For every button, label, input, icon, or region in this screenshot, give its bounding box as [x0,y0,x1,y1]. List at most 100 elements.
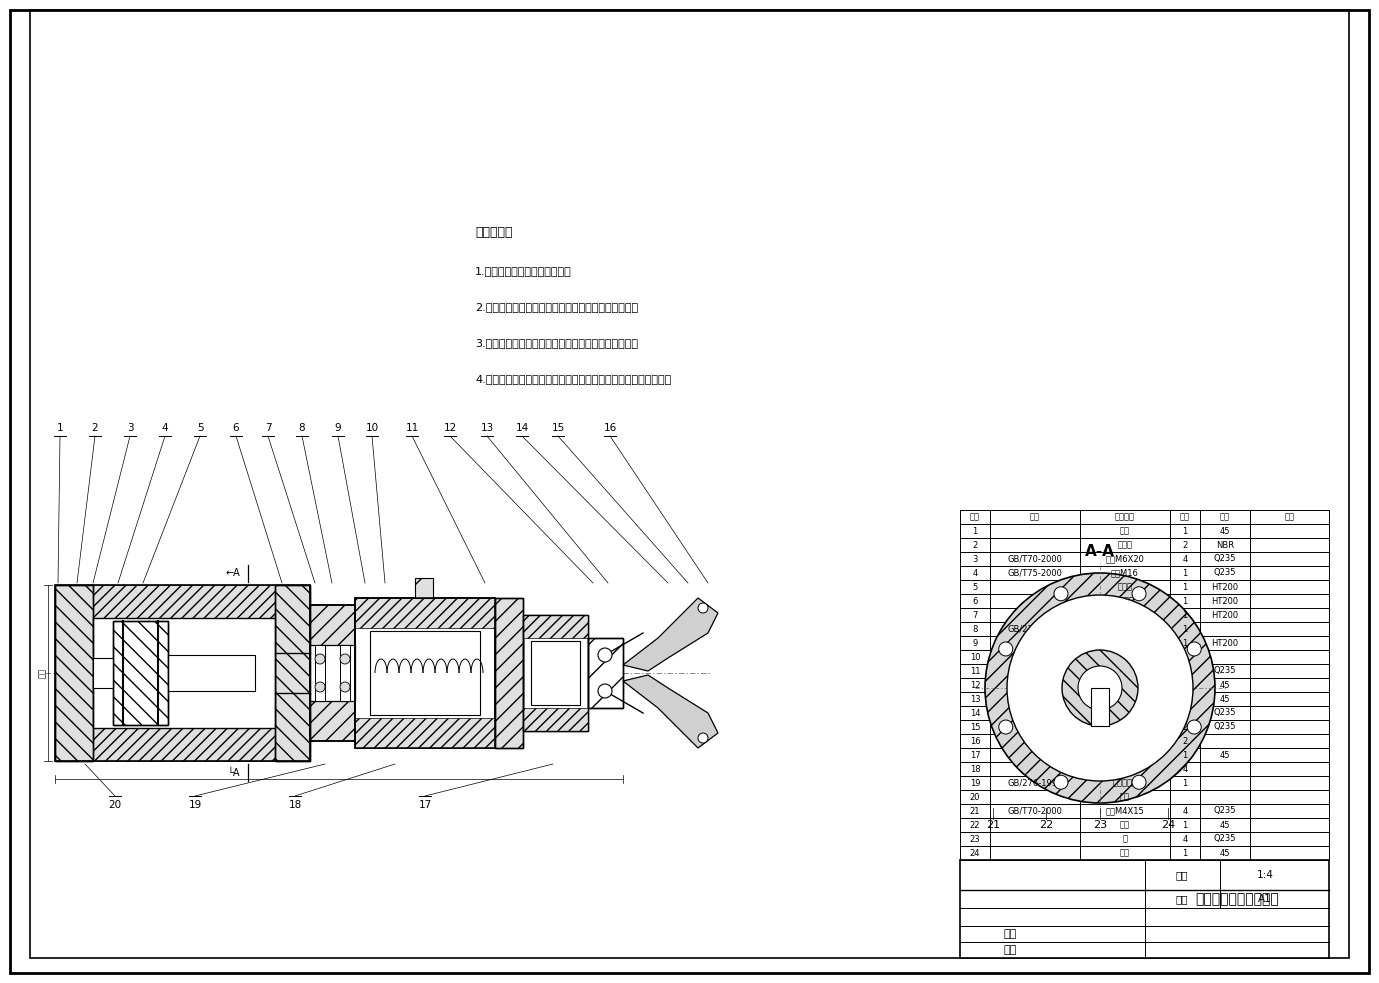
Text: 1: 1 [1182,779,1187,787]
Text: 45: 45 [1220,750,1230,760]
Text: 5: 5 [972,583,978,592]
Bar [310,645,354,701]
Text: 1: 1 [1182,750,1187,760]
Text: 4: 4 [972,568,978,577]
Text: 20: 20 [109,800,121,810]
Bar [310,605,354,741]
Bar [55,728,310,761]
Text: 2: 2 [1182,541,1187,549]
Circle shape [598,684,612,698]
Text: 45: 45 [1220,680,1230,689]
Bar [55,585,92,761]
Text: 8: 8 [972,624,978,633]
Text: 油缸盖: 油缸盖 [1117,583,1132,592]
Circle shape [341,654,350,664]
Circle shape [1062,650,1138,726]
Text: 活塞: 活塞 [1120,527,1129,536]
Bar [354,598,495,748]
Bar [92,618,274,728]
Text: 4: 4 [161,423,168,433]
Text: 19: 19 [969,779,980,787]
Text: 24: 24 [1161,820,1175,830]
Text: GB/276-1994: GB/276-1994 [1008,624,1063,633]
Text: 螺钉M4X15: 螺钉M4X15 [1106,806,1145,816]
Text: 制图: 制图 [1004,945,1016,955]
Text: 盖盖: 盖盖 [1120,653,1129,662]
Polygon shape [623,675,718,748]
Text: 手腕壳体: 手腕壳体 [1116,723,1135,731]
Text: 4: 4 [1182,806,1187,816]
Text: 7: 7 [972,610,978,619]
Text: 1: 1 [57,423,63,433]
Text: 1: 1 [1182,666,1187,675]
Text: 4: 4 [1182,765,1187,774]
Text: 2: 2 [1182,736,1187,745]
Text: 8: 8 [299,423,305,433]
Text: 戟片: 戟片 [1120,848,1129,857]
Text: ←A: ←A [225,568,240,578]
Text: Q235: Q235 [1214,835,1236,843]
Text: 4.各所有的具有相对运动的零件必须进行预滑动，保证不会卡住。: 4.各所有的具有相对运动的零件必须进行预滑动，保证不会卡住。 [474,374,672,384]
Text: 3: 3 [127,423,134,433]
Circle shape [998,720,1012,734]
Circle shape [1187,720,1201,734]
Text: 螺钉M6X20: 螺钉M6X20 [1106,554,1145,563]
Bar [370,631,480,715]
Text: 图号: 图号 [1176,894,1189,904]
Circle shape [314,682,325,692]
Text: └A: └A [228,768,240,778]
Bar [55,585,92,761]
Text: 5: 5 [197,423,203,433]
Text: 17: 17 [418,800,432,810]
Bar [113,621,168,725]
Text: 摆杆: 摆杆 [1120,695,1129,704]
Text: 18: 18 [288,800,302,810]
Text: 45: 45 [1220,848,1230,857]
Text: 材料: 材料 [1220,512,1230,522]
Bar [354,718,495,748]
Text: Q235: Q235 [1214,723,1236,731]
Bar [1091,688,1109,726]
Text: 密封圈: 密封圈 [1117,541,1132,549]
Bar [495,598,523,748]
Circle shape [1187,642,1201,656]
Text: 螺钉M16: 螺钉M16 [1111,568,1139,577]
Bar [113,621,168,725]
Text: 2.装配前，所有零件内外表面，必须清除毛刺、油污。: 2.装配前，所有零件内外表面，必须清除毛刺、油污。 [474,302,638,312]
Text: 13: 13 [969,695,980,704]
Text: 12: 12 [969,680,980,689]
Text: 10: 10 [365,423,379,433]
Text: 深沟球轴承: 深沟球轴承 [1113,779,1138,787]
Text: Q235: Q235 [1214,568,1236,577]
Circle shape [1078,666,1123,710]
Text: Q235: Q235 [1214,709,1236,718]
Text: 1: 1 [972,527,978,536]
Bar [92,658,113,688]
Circle shape [1054,587,1067,601]
Bar [55,585,310,761]
Text: 2: 2 [1182,723,1187,731]
Text: 1: 1 [1182,583,1187,592]
Text: A1: A1 [1258,894,1271,904]
Bar [354,598,495,628]
Text: Q235: Q235 [1214,806,1236,816]
Text: 1: 1 [1182,597,1187,606]
Text: 序号: 序号 [969,512,980,522]
Text: 22: 22 [969,821,980,830]
Text: 23: 23 [1094,820,1107,830]
Circle shape [314,654,325,664]
Text: 20: 20 [969,792,980,801]
Circle shape [998,642,1012,656]
Text: 审核: 审核 [1004,929,1016,939]
Text: NBR: NBR [1216,541,1234,549]
Bar [523,708,587,731]
Text: 11: 11 [405,423,419,433]
Bar [55,585,310,618]
Text: 1:4: 1:4 [1256,870,1273,880]
Bar [55,585,310,761]
Text: 驱动摆杆: 驱动摆杆 [1116,709,1135,718]
Text: 1: 1 [1182,568,1187,577]
Text: 油缸盖: 油缸盖 [1117,610,1132,619]
Text: 4: 4 [1182,554,1187,563]
Text: 1: 1 [1182,624,1187,633]
